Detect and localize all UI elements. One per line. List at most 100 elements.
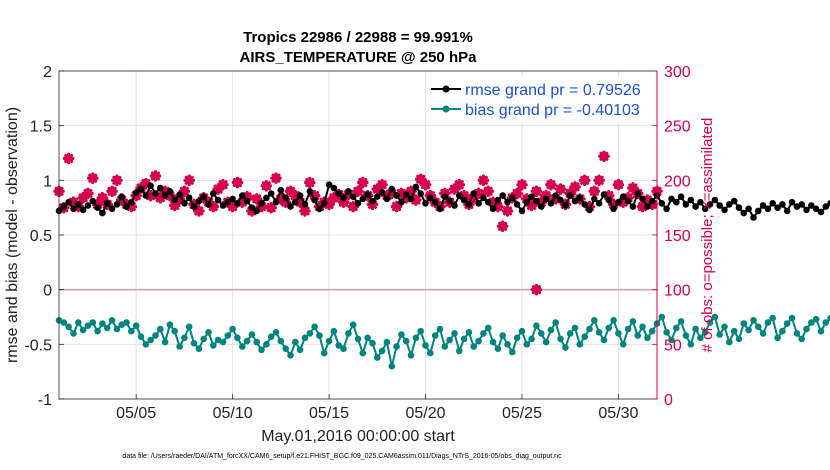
bias-point [219, 338, 227, 346]
rmse-point [538, 203, 545, 210]
obs-assimilated-marker [328, 192, 340, 204]
obs-assimilated-marker [487, 196, 499, 208]
bias-point [132, 322, 140, 330]
bias-point [446, 336, 453, 344]
rmse-point [383, 195, 391, 203]
obs-assimilated-marker [86, 172, 99, 184]
bias-point [147, 336, 154, 344]
obs-assimilated-marker [140, 177, 152, 190]
rmse-point [393, 192, 400, 199]
rmse-point [639, 195, 646, 203]
obs-assimilated-marker [265, 201, 277, 214]
rmse-point [740, 209, 748, 217]
bias-point [610, 317, 617, 324]
obs-assimilated-marker [617, 196, 630, 208]
bias-point [470, 343, 478, 350]
rmse-point [161, 192, 169, 199]
rmse-point [750, 214, 757, 221]
bias-point [456, 347, 463, 355]
y-right-tick-label: 300 [664, 64, 691, 81]
y-axis-label-right: # of obs: o=possible; ×=assimilated [699, 118, 716, 353]
rmse-point [402, 191, 410, 198]
y-right-tick-label: 250 [664, 119, 691, 136]
bias-point [171, 327, 178, 335]
rmse-point [152, 190, 159, 197]
y-right-tick-label: 200 [664, 173, 691, 190]
rmse-point [417, 190, 425, 197]
rmse-point [687, 196, 695, 204]
obs-assimilated-marker [588, 185, 601, 198]
rmse-point [330, 184, 338, 192]
obs-assimilated-marker [535, 196, 548, 208]
bias-point [812, 315, 820, 323]
bias-point [740, 320, 748, 327]
obs-assimilated-marker [501, 205, 514, 217]
bias-point [306, 330, 314, 337]
bias-point [499, 332, 507, 339]
obs-assimilated-marker [168, 199, 181, 212]
obs-assimilated-marker [284, 185, 297, 198]
bias-point [774, 334, 781, 342]
rmse-point [798, 201, 805, 208]
bias-point [648, 327, 656, 335]
bias-point [682, 332, 690, 339]
bias-point [634, 332, 641, 339]
obs-assimilated-marker [193, 205, 205, 217]
obs-assimilated-marker [414, 173, 427, 186]
bias-point [378, 347, 386, 355]
rmse-point [239, 192, 246, 199]
y-axis-label: rmse and bias (model - observation) [4, 107, 21, 363]
obs-assimilated-marker [549, 193, 562, 205]
y-axis-right: 0 50 100 150 200 250 300 [652, 64, 691, 409]
bias-point [94, 327, 101, 335]
rmse-point [470, 190, 478, 197]
rmse-point [79, 206, 87, 214]
rmse-point [99, 209, 106, 217]
rmse-point [340, 194, 347, 202]
rmse-point [388, 185, 396, 193]
rmse-point [706, 201, 714, 208]
rmse-point [316, 205, 323, 213]
obs-assimilated-marker [419, 178, 432, 191]
rmse-point [398, 198, 405, 206]
bias-point [465, 329, 473, 336]
rmse-point [272, 198, 280, 206]
rmse-point [600, 191, 608, 198]
rmse-point [677, 193, 685, 200]
bias-point [668, 336, 675, 344]
bias-point [716, 331, 723, 338]
bias-point [190, 339, 198, 347]
bias-point [224, 332, 232, 339]
y-tick-label: -0.5 [24, 337, 52, 354]
rmse-point [306, 188, 314, 195]
bias-point [605, 324, 613, 332]
y-tick-label: 1 [43, 173, 52, 190]
rmse-point [113, 201, 121, 208]
bias-point [108, 317, 116, 324]
obs-assimilated-marker [357, 176, 369, 189]
obs-assimilated-marker [111, 174, 123, 187]
y-tick-label: 2 [43, 64, 52, 81]
rmse-point [123, 203, 130, 210]
rmse-point [571, 197, 579, 205]
rmse-point [84, 202, 92, 209]
obs-assimilated-marker [453, 178, 466, 191]
bias-point [673, 324, 680, 332]
rmse-point [764, 205, 772, 213]
bias-point [745, 326, 752, 334]
bias-point [711, 313, 719, 321]
rmse-point [292, 198, 299, 206]
rmse-point [349, 193, 357, 200]
rmse-point [190, 203, 198, 210]
bias-point [296, 346, 304, 354]
rmse-point [157, 184, 164, 192]
rmse-point [118, 193, 125, 200]
bias-point [726, 338, 733, 346]
rmse-point [369, 197, 376, 205]
bias-point [822, 319, 830, 326]
rmse-point [518, 207, 526, 215]
obs-assimilated-marker [467, 192, 480, 204]
bias-point [234, 334, 241, 342]
rmse-point [75, 201, 82, 208]
